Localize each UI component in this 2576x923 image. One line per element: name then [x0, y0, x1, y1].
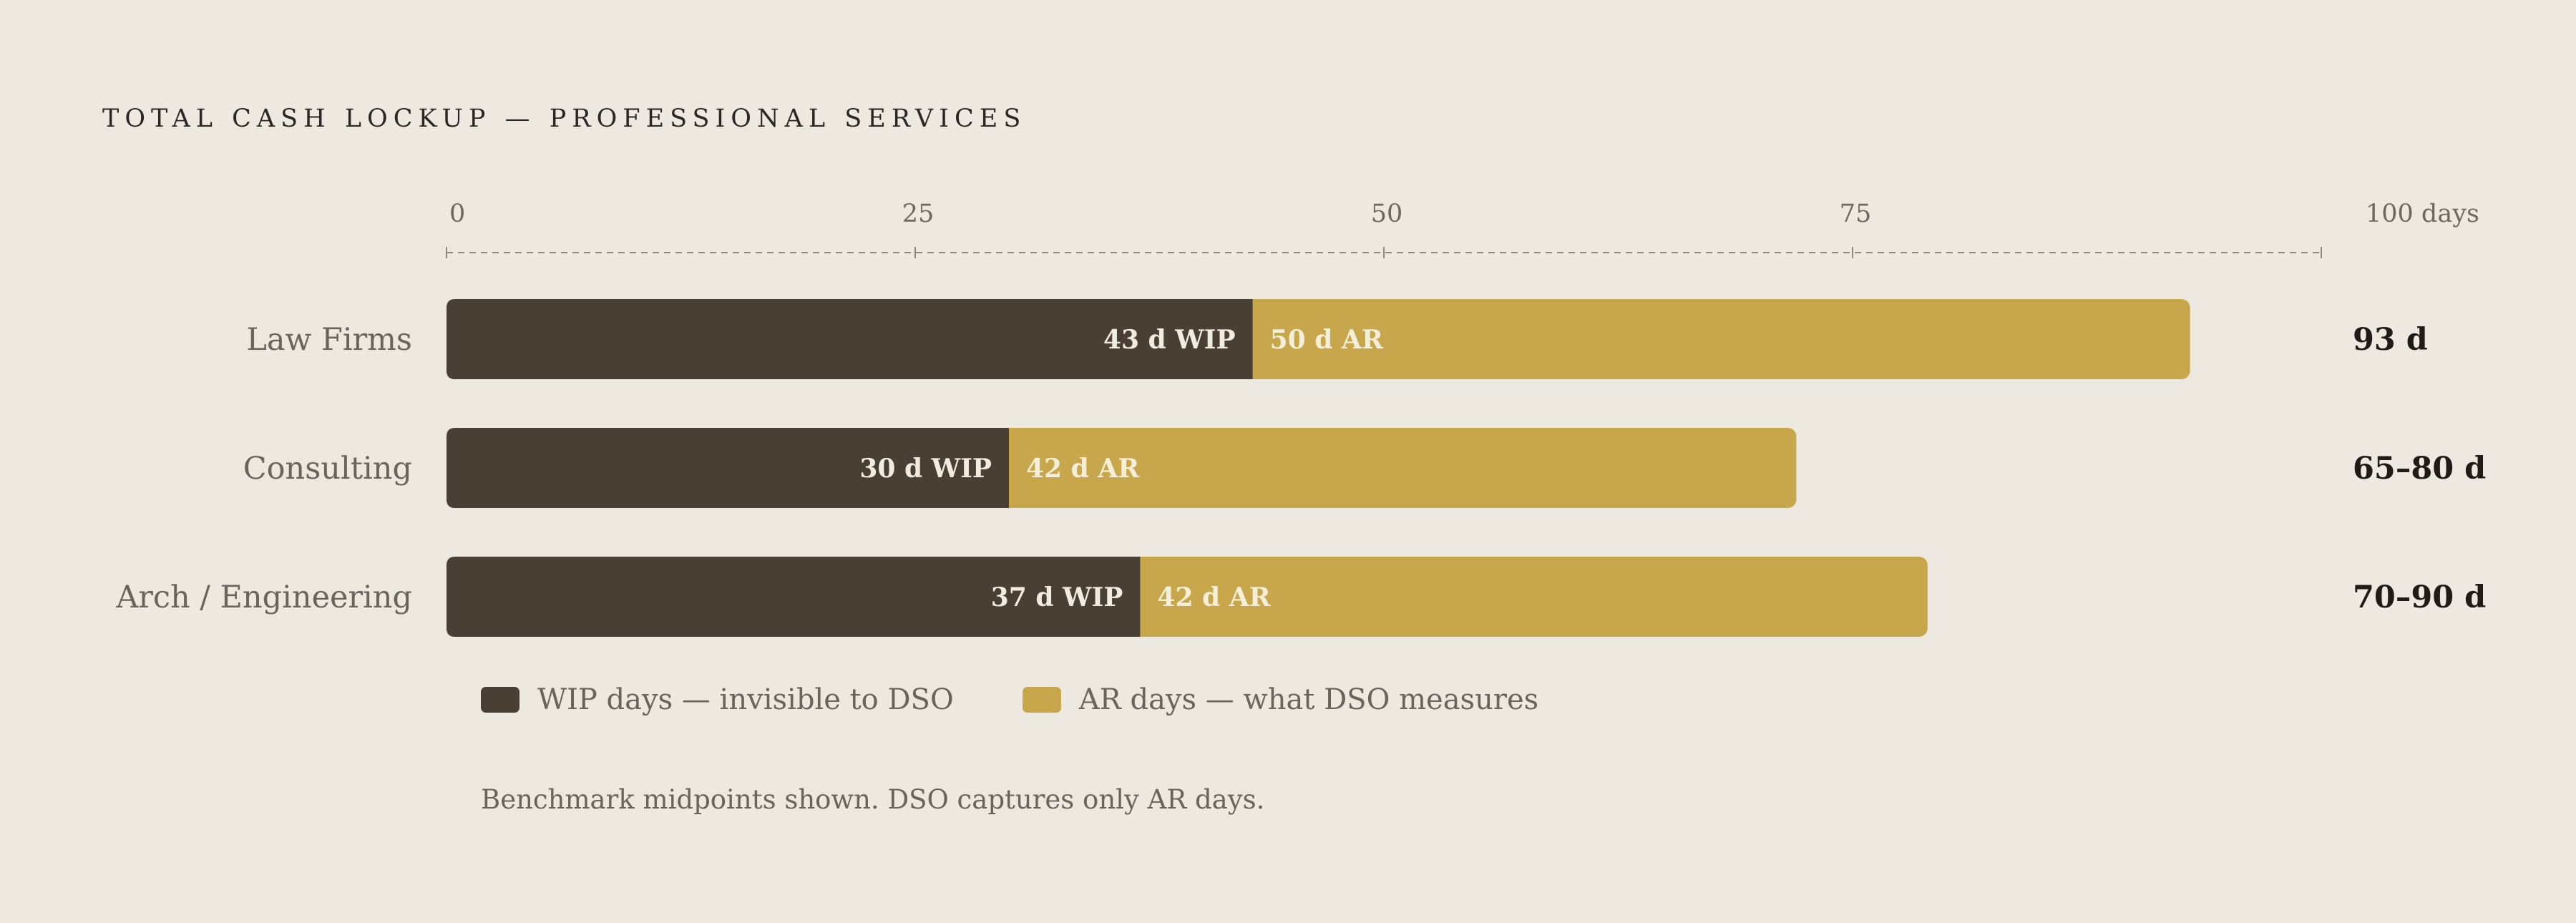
category-label: Law Firms: [246, 322, 412, 358]
chart-title: TOTAL CASH LOCKUP — PROFESSIONAL SERVICE…: [102, 104, 1027, 133]
x-tick-label: 0: [449, 200, 465, 228]
total-label: 70–90 d: [2353, 580, 2486, 615]
x-tick-label: 100 days: [2366, 200, 2479, 228]
bar-wip-label: 30 d WIP: [859, 454, 992, 484]
x-tick-label: 75: [1840, 200, 1872, 228]
bar-ar-label: 50 d AR: [1270, 325, 1384, 355]
legend-item-ar: AR days — what DSO measures: [1022, 683, 1539, 716]
x-tick-label: 50: [1371, 200, 1403, 228]
legend-label-ar: AR days — what DSO measures: [1078, 683, 1539, 716]
footnote: Benchmark midpoints shown. DSO captures …: [481, 784, 1265, 815]
bar-wip-label: 37 d WIP: [991, 582, 1123, 612]
legend-swatch-wip: [481, 687, 519, 713]
category-label: Arch / Engineering: [115, 580, 412, 615]
bar-wip: [447, 557, 1141, 637]
bar-wip: [447, 428, 1009, 508]
total-label: 93 d: [2353, 322, 2428, 358]
total-label: 65–80 d: [2353, 451, 2486, 487]
legend-label-wip: WIP days — invisible to DSO: [537, 683, 954, 716]
x-tick-label: 25: [902, 200, 935, 228]
bar-ar-label: 42 d AR: [1157, 582, 1271, 612]
legend-swatch-ar: [1022, 687, 1061, 713]
bar-wip-label: 43 d WIP: [1103, 325, 1236, 355]
legend-item-wip: WIP days — invisible to DSO: [481, 683, 954, 716]
bar-ar-label: 42 d AR: [1026, 454, 1140, 484]
legend: WIP days — invisible to DSO AR days — wh…: [481, 683, 1607, 716]
category-label: Consulting: [243, 451, 412, 487]
bar-wip: [447, 299, 1253, 379]
